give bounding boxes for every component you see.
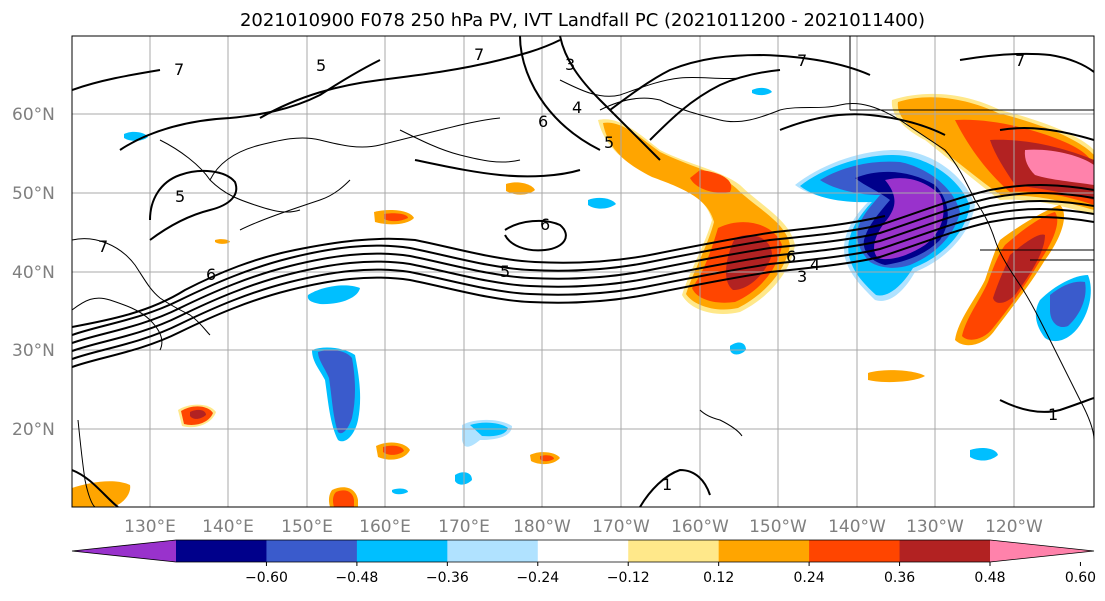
lon-label-140e: 140°E: [202, 517, 254, 537]
lon-label-130w: 130°W: [906, 517, 964, 537]
contour-label-4a: 4: [572, 98, 582, 117]
colorbar-outline: [71, 539, 1095, 563]
contour-label-3a: 3: [565, 55, 575, 74]
colorbar-tick-label: −0.60: [245, 570, 288, 586]
colorbar-tick-label: −0.48: [335, 570, 378, 586]
lon-label-170e: 170°E: [438, 517, 490, 537]
contour-label-1b: 1: [662, 475, 672, 494]
lat-label-40n: 40°N: [12, 263, 55, 283]
lon-label-180w: 180°W: [513, 517, 571, 537]
contour-label-5a: 5: [316, 56, 326, 75]
lon-label-170w: 170°W: [592, 517, 650, 537]
colorbar-tick-label: 0.36: [884, 570, 915, 586]
contour-label-6a: 6: [538, 112, 548, 131]
lat-label-20n: 20°N: [12, 420, 55, 440]
contour-label-7a: 7: [174, 60, 184, 79]
contour-label-5b: 5: [604, 133, 614, 152]
contour-label-5c: 5: [175, 187, 185, 206]
colorbar-segment: [176, 540, 267, 562]
lat-label-60n: 60°N: [12, 105, 55, 125]
lon-label-150e: 150°E: [281, 517, 333, 537]
lon-label-120w: 120°W: [985, 517, 1043, 537]
lon-label-140w: 140°W: [828, 517, 886, 537]
contour-label-6d: 6: [786, 247, 796, 266]
lon-label-160w: 160°W: [671, 517, 729, 537]
colorbar-segment: [809, 540, 901, 562]
contour-label-4b: 4: [810, 255, 820, 274]
lat-label-50n: 50°N: [12, 184, 55, 204]
contour-label-5d: 5: [500, 262, 510, 281]
colorbar-tick-label: −0.36: [426, 570, 469, 586]
colorbar-segment: [447, 540, 539, 562]
colorbar-segment: [266, 540, 358, 562]
pv-contours: [72, 36, 1094, 507]
lon-label-130e: 130°E: [124, 517, 176, 537]
colorbar-extend-low: [72, 540, 176, 562]
contour-label-7c: 7: [797, 51, 807, 70]
colorbar-segment: [356, 540, 448, 562]
colorbar: −0.60 −0.48 −0.36 −0.24 −0.12 0.12 0.24 0.36 0.4…: [71, 539, 1096, 586]
colorbar-extend-high: [990, 540, 1094, 562]
contour-label-7b: 7: [474, 45, 484, 64]
coastlines: [72, 36, 1094, 507]
colorbar-tick-label: 0.12: [703, 570, 734, 586]
map-title: 2021010900 F078 250 hPa PV, IVT Landfall…: [239, 10, 926, 31]
colorbar-tick-label: 0.24: [794, 570, 825, 586]
gridlines: [72, 36, 1094, 507]
lon-label-150w: 150°W: [749, 517, 807, 537]
colorbar-segment: [899, 540, 991, 562]
colorbar-tick-label: 0.60: [1065, 570, 1096, 586]
contour-label-1a: 1: [1048, 405, 1058, 424]
colorbar-segment: [718, 540, 810, 562]
lat-label-30n: 30°N: [12, 341, 55, 361]
map-border: [71, 35, 1095, 508]
colorbar-tick-label: 0.48: [974, 570, 1005, 586]
contour-label-3b: 3: [797, 267, 807, 286]
contour-label-6b: 6: [206, 265, 216, 284]
contour-label-6c: 6: [540, 215, 550, 234]
contour-label-7e: 7: [1015, 51, 1025, 70]
positive-shading: [72, 93, 1094, 507]
colorbar-segment: [537, 540, 629, 562]
colorbar-tick-label: −0.12: [607, 570, 650, 586]
colorbar-segment: [628, 540, 720, 562]
colorbar-tick-label: −0.24: [516, 570, 559, 586]
lon-label-160e: 160°E: [359, 517, 411, 537]
contour-label-7d: 7: [98, 237, 108, 256]
